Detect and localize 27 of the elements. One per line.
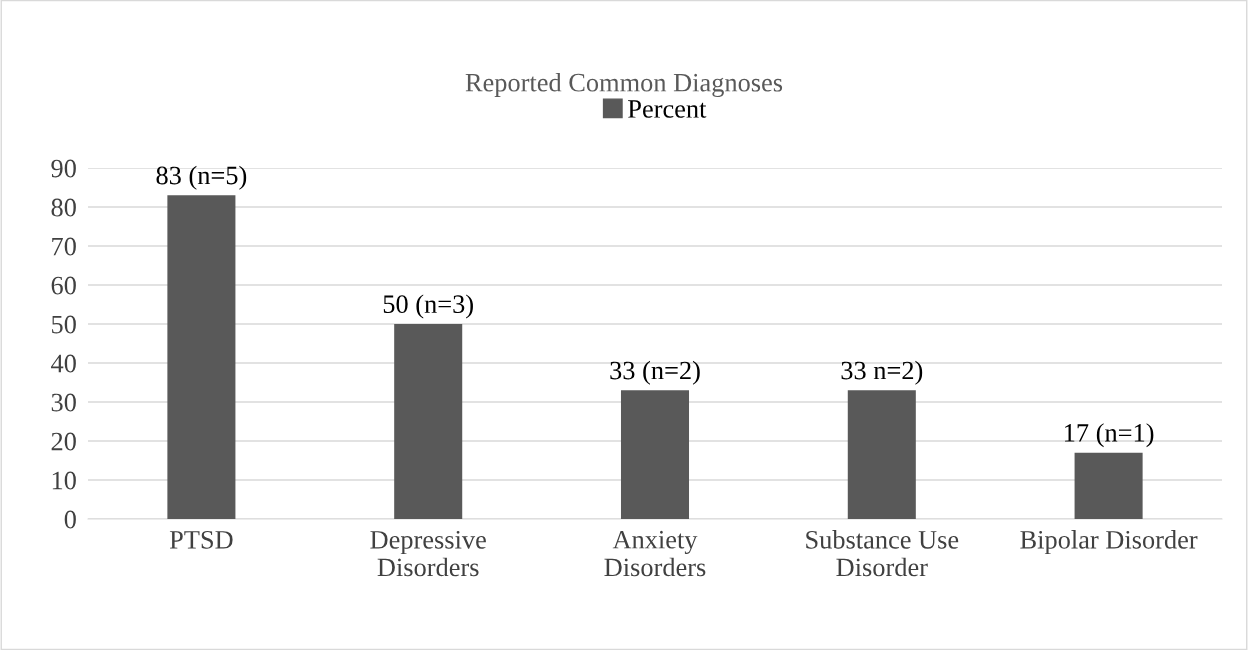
data-label: 50 (n=3)	[383, 294, 473, 319]
data-label: 17 (n=1)	[1065, 423, 1154, 448]
legend-label: Percent	[628, 100, 707, 118]
chart-title: Reported Common Diagnoses	[465, 73, 783, 97]
x-tick-label: Depressive Disorders	[370, 530, 486, 577]
bar	[167, 195, 236, 519]
x-tick-label: Anxiety Disorders	[604, 530, 706, 577]
y-tick-label: 20	[51, 432, 76, 451]
x-tick-label: Bipolar Disorder	[1020, 530, 1198, 555]
data-label: 83 (n=5)	[156, 165, 247, 190]
y-tick-label: 10	[52, 471, 76, 490]
data-label: 33 (n=2)	[610, 360, 700, 385]
y-tick-label: 80	[51, 198, 76, 217]
y-tick-label: 70	[52, 237, 76, 256]
y-tick-label: 30	[51, 393, 76, 412]
y-tick-label: 60	[51, 276, 76, 295]
y-tick-label: 90	[51, 159, 76, 178]
bar	[1074, 452, 1143, 519]
y-tick-label: 40	[51, 354, 76, 373]
x-tick-label: Substance Use Disorder	[806, 530, 959, 577]
x-tick-label: PTSD	[169, 530, 233, 549]
bar	[847, 390, 916, 519]
y-tick-label: 50	[52, 315, 76, 334]
bar	[620, 390, 690, 519]
bar	[394, 324, 463, 519]
data-label: 33 n=2)	[841, 360, 923, 385]
y-tick-label: 0	[64, 510, 76, 529]
